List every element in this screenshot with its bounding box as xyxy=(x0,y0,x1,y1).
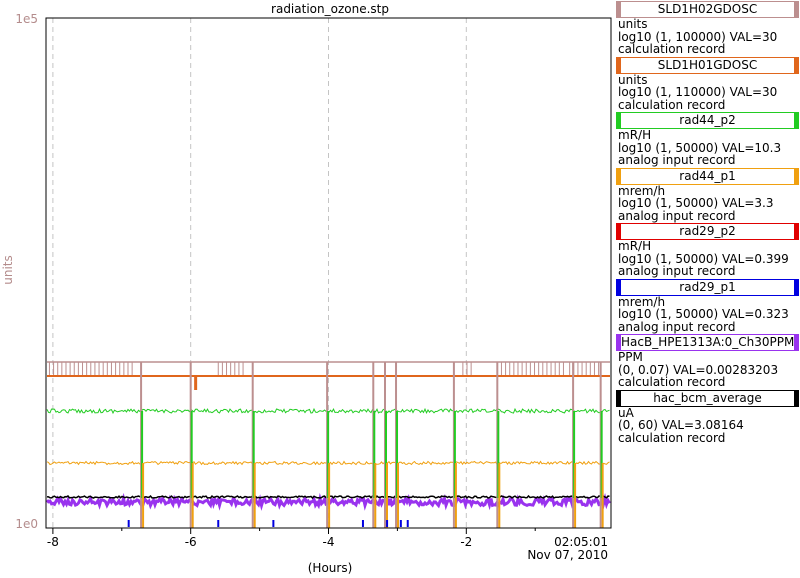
traces xyxy=(45,361,611,528)
legend-series-units: uA xyxy=(618,405,634,420)
legend-entry: HacB_HPE1313A:0_Ch30PPM PPM (0, 0.07) VAL=… xyxy=(612,334,800,389)
legend-series-type: calculation record xyxy=(618,430,726,445)
legend-series-type: analog input record xyxy=(618,319,736,334)
legend: SLD1H02GDOSC units log10 (1, 100000) VAL=3… xyxy=(612,0,800,444)
legend-series-range: log10 (1, 50000) VAL=3.3 xyxy=(618,196,774,210)
legend-series-units: PPM xyxy=(618,350,643,364)
legend-series-name[interactable]: hac_bcm_average xyxy=(616,389,799,407)
y-axis-label: units xyxy=(1,255,15,285)
x-ticks: -8 -6 -4 -2 xyxy=(47,528,536,549)
legend-series-units: mrem/h xyxy=(618,183,666,198)
legend-series-units: units xyxy=(618,17,648,31)
legend-series-name[interactable]: HacB_HPE1313A:0_Ch30PPM xyxy=(616,334,799,351)
legend-series-range: (0, 0.07) VAL=0.00283203 xyxy=(618,362,779,377)
legend-series-name[interactable]: rad29_p1 xyxy=(616,278,799,296)
legend-series-type: analog input record xyxy=(618,208,736,223)
legend-entry: rad29_p1 mrem/h log10 (1, 50000) VAL=0.323… xyxy=(612,278,800,334)
legend-series-type: analog input record xyxy=(618,153,736,167)
legend-series-range: log10 (1, 50000) VAL=10.3 xyxy=(618,140,782,155)
x-tick-label: -4 xyxy=(323,535,335,549)
chart-title: radiation_ozone.stp xyxy=(271,2,389,16)
legend-entry: rad44_p2 mR/H log10 (1, 50000) VAL=10.3 ana… xyxy=(612,112,800,167)
legend-entry: SLD1H02GDOSC units log10 (1, 100000) VAL=3… xyxy=(612,1,800,56)
legend-series-name[interactable]: SLD1H02GDOSC xyxy=(616,1,799,18)
legend-series-units: mR/H xyxy=(618,239,652,253)
legend-series-range: log10 (1, 110000) VAL=30 xyxy=(618,85,778,99)
series-spike-sld1h01gdosc xyxy=(194,376,198,390)
legend-series-type: calculation record xyxy=(618,375,726,389)
x-tick-label: -2 xyxy=(460,535,472,549)
end-time-label: 02:05:01 xyxy=(554,535,608,549)
x-tick-label: -6 xyxy=(185,535,197,549)
legend-entry: rad44_p1 mrem/h log10 (1, 50000) VAL=3.3 an… xyxy=(612,167,800,223)
legend-entry: hac_bcm_average uA (0, 60) VAL=3.08164 calc… xyxy=(612,389,800,445)
legend-series-range: log10 (1, 100000) VAL=30 xyxy=(618,29,778,44)
legend-entry: SLD1H01GDOSC units log10 (1, 110000) VAL=3… xyxy=(612,56,800,112)
legend-series-type: calculation record xyxy=(618,42,726,56)
legend-series-range: log10 (1, 50000) VAL=0.399 xyxy=(618,251,789,266)
legend-series-name[interactable]: rad29_p2 xyxy=(616,223,799,240)
legend-series-name[interactable]: rad44_p2 xyxy=(616,112,799,129)
legend-series-units: units xyxy=(618,72,648,87)
legend-series-range: (0, 60) VAL=3.08164 xyxy=(618,418,744,432)
plot-svg: -8 -6 -4 -2 radiation_ozone.stp 1e5 1e0 uni… xyxy=(1,2,612,575)
legend-series-units: mR/H xyxy=(618,128,652,142)
x-axis-label: (Hours) xyxy=(308,561,353,575)
legend-entry: rad29_p2 mR/H log10 (1, 50000) VAL=0.399 an… xyxy=(612,223,800,278)
legend-series-name[interactable]: rad44_p1 xyxy=(616,167,799,185)
legend-series-type: calculation record xyxy=(618,97,726,112)
y-tick-label-bottom: 1e0 xyxy=(15,517,38,531)
end-date-label: Nov 07, 2010 xyxy=(527,548,608,562)
legend-series-units: mrem/h xyxy=(618,294,666,309)
legend-series-name[interactable]: SLD1H01GDOSC xyxy=(616,56,799,74)
grid xyxy=(52,18,467,528)
y-tick-label-top: 1e5 xyxy=(15,12,38,26)
legend-series-type: analog input record xyxy=(618,264,736,278)
legend-series-range: log10 (1, 50000) VAL=0.323 xyxy=(618,307,789,321)
x-tick-label: -8 xyxy=(47,535,59,549)
